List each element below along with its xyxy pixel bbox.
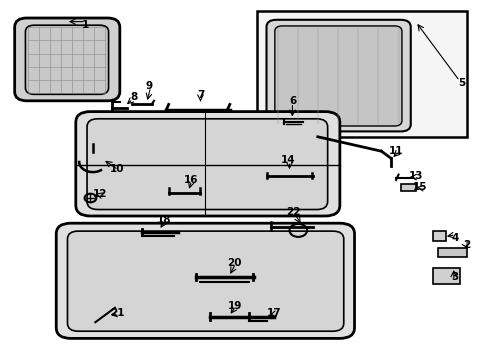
Text: 1: 1: [82, 20, 89, 30]
Text: 11: 11: [388, 146, 403, 156]
Text: 10: 10: [110, 164, 124, 174]
Text: 8: 8: [131, 92, 138, 102]
FancyBboxPatch shape: [274, 26, 401, 126]
Text: 22: 22: [285, 207, 300, 217]
Text: 5: 5: [458, 78, 465, 88]
FancyBboxPatch shape: [266, 20, 410, 131]
Text: 2: 2: [463, 240, 469, 250]
Text: 17: 17: [266, 308, 281, 318]
Bar: [437, 248, 466, 257]
Text: 13: 13: [407, 171, 422, 181]
FancyBboxPatch shape: [25, 25, 108, 94]
Text: 21: 21: [110, 308, 124, 318]
Text: 15: 15: [412, 182, 427, 192]
FancyBboxPatch shape: [56, 223, 354, 338]
Text: 3: 3: [450, 272, 457, 282]
FancyBboxPatch shape: [67, 231, 343, 331]
Bar: [432, 268, 459, 284]
Bar: [432, 231, 446, 241]
Text: 18: 18: [156, 215, 171, 225]
Text: 9: 9: [145, 81, 152, 91]
FancyBboxPatch shape: [76, 112, 339, 216]
Text: 4: 4: [450, 233, 458, 243]
FancyBboxPatch shape: [87, 119, 327, 210]
Text: 7: 7: [196, 90, 204, 100]
Text: 19: 19: [227, 301, 242, 311]
FancyBboxPatch shape: [15, 18, 120, 101]
Bar: [400, 184, 415, 191]
Text: 14: 14: [281, 155, 295, 165]
Bar: [256, 11, 466, 137]
Text: 16: 16: [183, 175, 198, 185]
Text: 20: 20: [227, 258, 242, 268]
Text: 12: 12: [93, 189, 107, 199]
Text: 6: 6: [289, 96, 296, 106]
